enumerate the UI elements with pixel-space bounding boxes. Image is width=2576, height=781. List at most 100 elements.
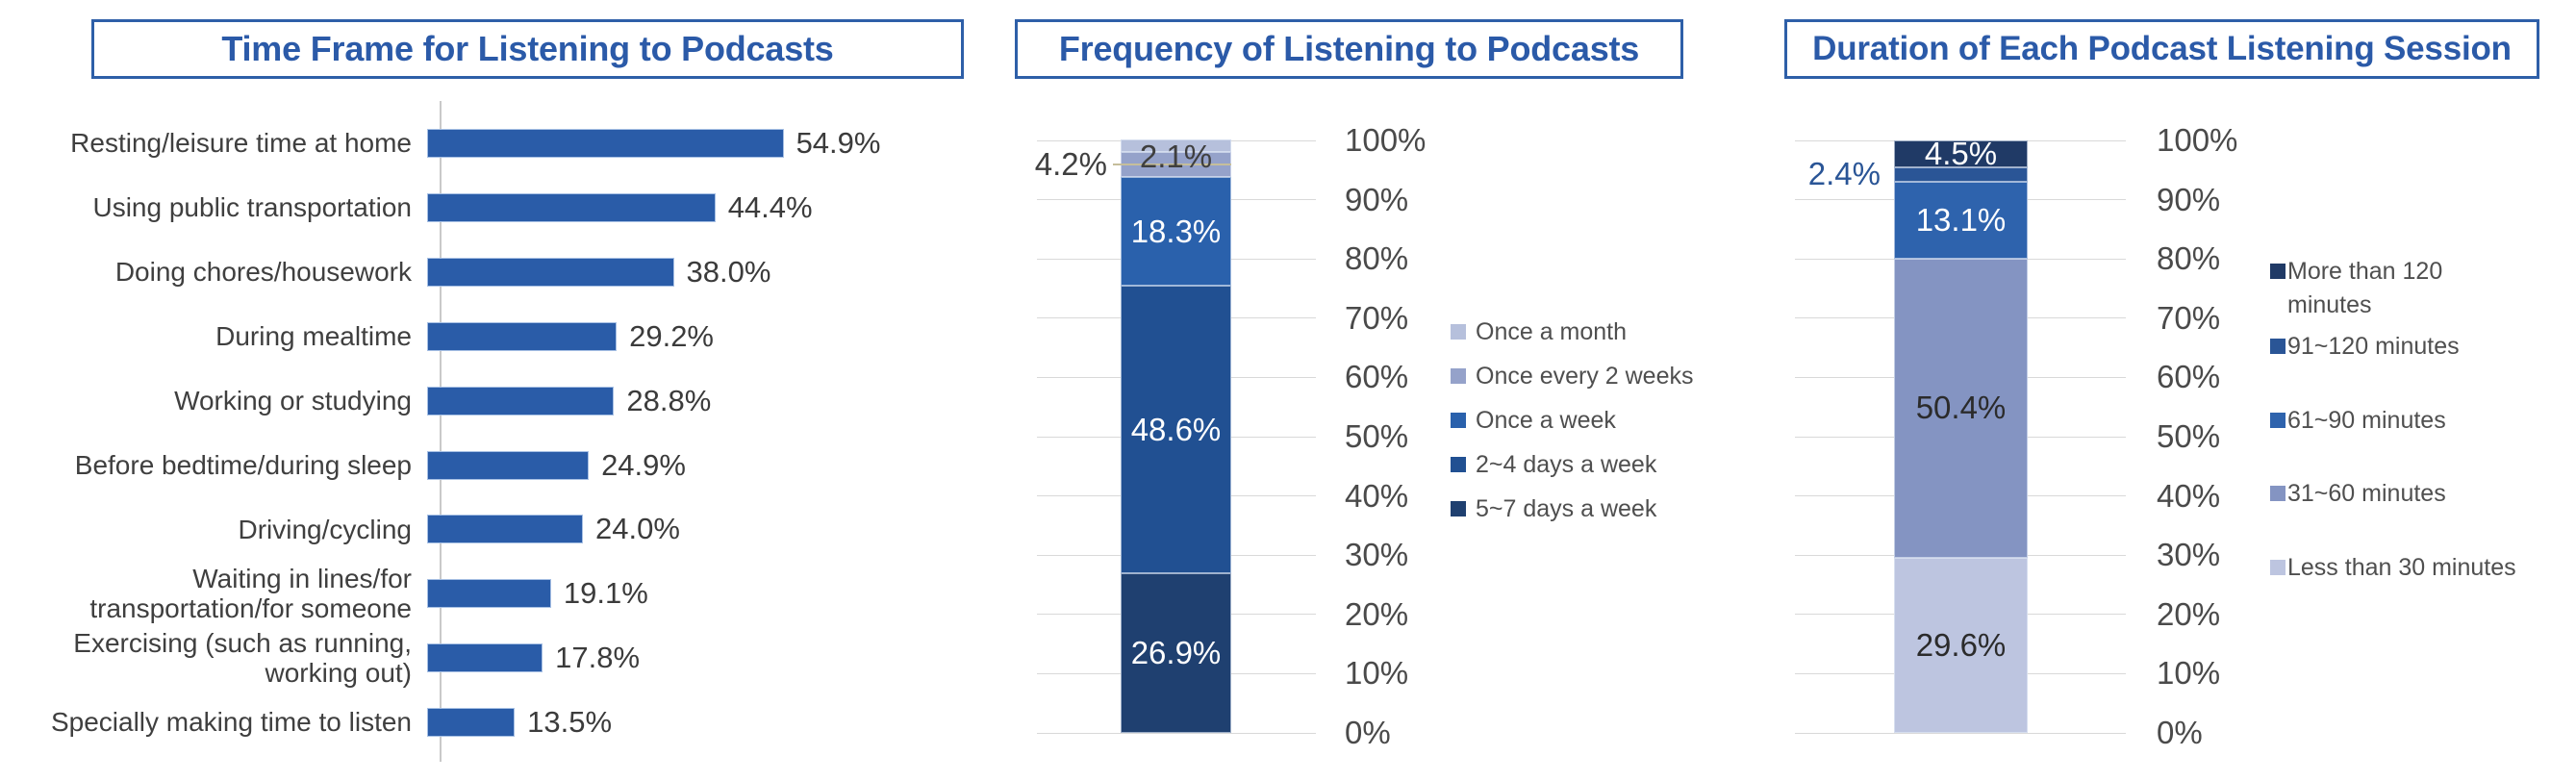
segment-label-2-4-days-a-week: 48.6% bbox=[1130, 411, 1222, 447]
legend-swatch-less-than-30-minutes bbox=[2270, 560, 2286, 575]
category-label: Before bedtime/during sleep bbox=[74, 449, 412, 480]
bar-row-doing-chores-housework: Doing chores/housework 38.0% bbox=[0, 239, 1000, 304]
bar-resting-leisure-time-at-home bbox=[427, 129, 784, 158]
bar-doing-chores-housework bbox=[427, 257, 674, 287]
segment-5-7-days-a-week bbox=[1121, 573, 1231, 733]
y-tick-label-50: 50% bbox=[2157, 418, 2221, 454]
legend-label-once-a-week: Once a week bbox=[1476, 406, 1616, 434]
legend-label-5-7-days-a-week: 5~7 days a week bbox=[1476, 494, 1657, 522]
chart-title-time-frame: Time Frame for Listening to Podcasts bbox=[91, 19, 964, 79]
legend-swatch-once-every-2-weeks bbox=[1451, 368, 1466, 384]
legend-label-61-90-minutes: 61~90 minutes bbox=[2287, 406, 2446, 434]
bar-row-working-or-studying: Working or studying 28.8% bbox=[0, 368, 1000, 433]
segment-2-4-days-a-week bbox=[1121, 285, 1231, 574]
segment-once-a-month bbox=[1121, 139, 1231, 153]
y-tick-label-40: 40% bbox=[2157, 477, 2221, 514]
category-label: Resting/leisure time at home bbox=[70, 128, 412, 159]
legend-label-once-a-month: Once a month bbox=[1476, 317, 1628, 345]
bar-working-or-studying bbox=[427, 386, 615, 416]
y-tick-label-100: 100% bbox=[1345, 122, 1427, 158]
bar-row-exercising-such-as-running-working-out: Exercising (such as running, working out… bbox=[0, 626, 1000, 691]
category-label: During mealtime bbox=[215, 321, 412, 351]
y-axis-line bbox=[440, 101, 442, 762]
y-tick-label-0: 0% bbox=[1345, 715, 1391, 750]
legend-swatch-5-7-days-a-week bbox=[1451, 501, 1466, 516]
y-tick-label-80: 80% bbox=[2157, 240, 2221, 277]
legend-label-2-4-days-a-week: 2~4 days a week bbox=[1476, 450, 1657, 478]
value-label: 24.0% bbox=[595, 512, 680, 546]
y-tick-label-100: 100% bbox=[2157, 122, 2238, 158]
y-tick-label-70: 70% bbox=[2157, 299, 2221, 336]
chart-duration: Duration of Each Podcast Listening Sessi… bbox=[1760, 0, 2576, 781]
y-tick-label-70: 70% bbox=[1345, 299, 1409, 336]
bar-driving-cycling bbox=[427, 515, 583, 544]
category-label: Driving/cycling bbox=[238, 514, 413, 544]
segment-label-once-every-2-weeks: 4.2% bbox=[1034, 146, 1107, 183]
segment-less-than-30-minutes bbox=[1894, 557, 2028, 733]
value-label: 38.0% bbox=[686, 254, 771, 289]
chart-time-frame: Time Frame for Listening to Podcasts Res… bbox=[0, 0, 1000, 781]
segment-more-than-120-minutes bbox=[1894, 140, 2028, 167]
y-tick-label-10: 10% bbox=[1345, 655, 1409, 692]
chart-title-frequency: Frequency of Listening to Podcasts bbox=[1015, 19, 1683, 79]
gridline-0 bbox=[1037, 732, 1316, 734]
value-label: 44.4% bbox=[727, 189, 813, 224]
bar-row-waiting-in-lines-for-transportation-for-someone: Waiting in lines/for transportation/for … bbox=[0, 562, 1000, 626]
legend-label-more-than-120-minutes: More than 120 minutes bbox=[2287, 257, 2443, 318]
y-tick-label-90: 90% bbox=[1345, 181, 1409, 217]
bar-specially-making-time-to-listen bbox=[427, 708, 516, 738]
y-tick-label-40: 40% bbox=[1345, 477, 1409, 514]
segment-label-91-120-minutes: 2.4% bbox=[1807, 156, 1881, 192]
category-label: Exercising (such as running, working out… bbox=[73, 627, 412, 689]
leader-line-once-every-2-weeks bbox=[1113, 164, 1231, 166]
bar-before-bedtime-during-sleep bbox=[427, 450, 590, 480]
y-tick-label-60: 60% bbox=[2157, 359, 2221, 395]
bar-row-driving-cycling: Driving/cycling 24.0% bbox=[0, 497, 1000, 562]
y-tick-label-0: 0% bbox=[2157, 715, 2203, 750]
segment-once-a-week bbox=[1121, 177, 1231, 286]
segment-61-90-minutes bbox=[1894, 181, 2028, 260]
value-label: 24.9% bbox=[601, 447, 686, 482]
segment-label-61-90-minutes: 13.1% bbox=[1915, 201, 2007, 238]
segment-label-less-than-30-minutes: 29.6% bbox=[1915, 626, 2007, 663]
bar-row-before-bedtime-during-sleep: Before bedtime/during sleep 24.9% bbox=[0, 433, 1000, 497]
y-tick-label-30: 30% bbox=[2157, 537, 2221, 573]
legend-label-once-every-2-weeks: Once every 2 weeks bbox=[1476, 362, 1694, 390]
legend-label-31-60-minutes: 31~60 minutes bbox=[2287, 479, 2446, 507]
chart-title-duration: Duration of Each Podcast Listening Sessi… bbox=[1784, 19, 2539, 79]
bar-during-mealtime bbox=[427, 321, 618, 351]
legend-label-less-than-30-minutes: Less than 30 minutes bbox=[2287, 553, 2516, 581]
segment-label-5-7-days-a-week: 26.9% bbox=[1130, 635, 1222, 671]
legend-swatch-once-a-month bbox=[1451, 324, 1466, 340]
legend-swatch-91-120-minutes bbox=[2270, 339, 2286, 354]
legend-swatch-61-90-minutes bbox=[2270, 413, 2286, 428]
value-label: 19.1% bbox=[563, 576, 648, 611]
segment-31-60-minutes bbox=[1894, 259, 2028, 558]
bar-row-specially-making-time-to-listen: Specially making time to listen 13.5% bbox=[0, 691, 1000, 755]
segment-label-once-a-week: 18.3% bbox=[1130, 213, 1222, 249]
y-tick-label-80: 80% bbox=[1345, 240, 1409, 277]
value-label: 28.8% bbox=[626, 383, 712, 417]
bar-exercising-such-as-running-working-out bbox=[427, 643, 543, 673]
legend-swatch-once-a-week bbox=[1451, 413, 1466, 428]
category-label: Specially making time to listen bbox=[50, 707, 412, 738]
legend-label-91-120-minutes: 91~120 minutes bbox=[2287, 332, 2460, 360]
y-tick-label-10: 10% bbox=[2157, 655, 2221, 692]
bar-row-resting-leisure-time-at-home: Resting/leisure time at home 54.9% bbox=[0, 112, 1000, 176]
y-tick-label-20: 20% bbox=[2157, 595, 2221, 632]
y-tick-label-50: 50% bbox=[1345, 418, 1409, 454]
y-tick-label-90: 90% bbox=[2157, 181, 2221, 217]
value-label: 17.8% bbox=[555, 641, 641, 675]
gridline-0 bbox=[1795, 732, 2126, 734]
bar-row-during-mealtime: During mealtime 29.2% bbox=[0, 304, 1000, 368]
y-tick-label-20: 20% bbox=[1345, 595, 1409, 632]
legend-swatch-2-4-days-a-week bbox=[1451, 457, 1466, 472]
legend-swatch-31-60-minutes bbox=[2270, 486, 2286, 501]
bar-using-public-transportation bbox=[427, 192, 716, 222]
category-label: Using public transportation bbox=[92, 192, 412, 223]
value-label: 54.9% bbox=[796, 126, 881, 160]
value-label: 29.2% bbox=[629, 318, 714, 353]
y-tick-label-30: 30% bbox=[1345, 537, 1409, 573]
category-label: Waiting in lines/for transportation/for … bbox=[89, 563, 412, 624]
